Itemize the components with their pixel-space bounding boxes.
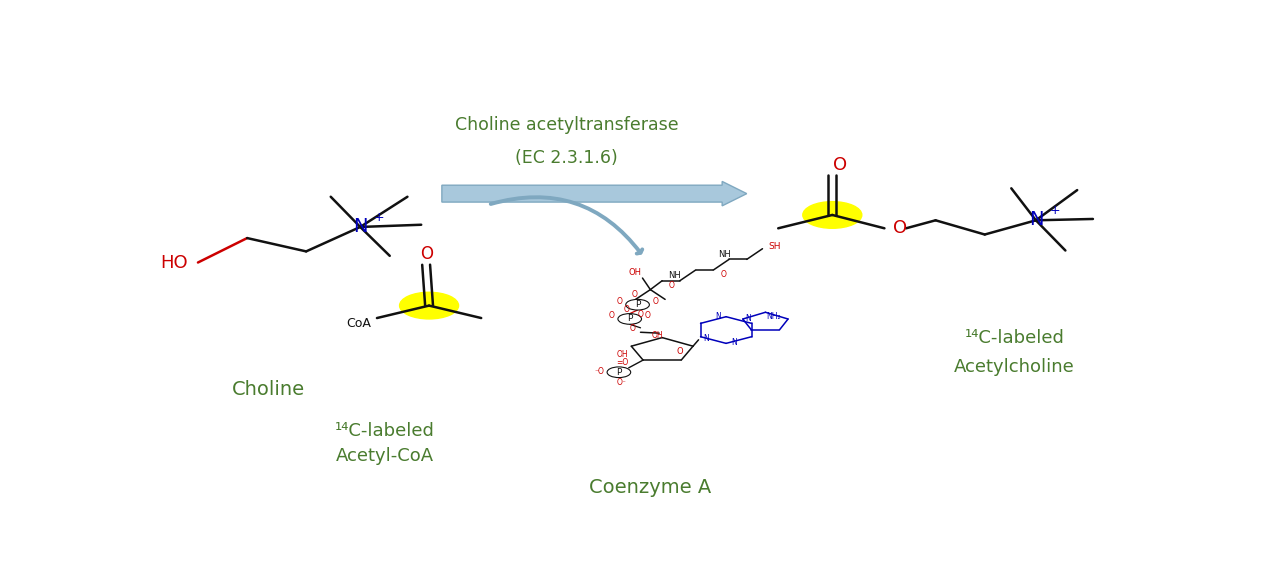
Text: Acetyl-CoA: Acetyl-CoA: [336, 447, 434, 464]
Text: O: O: [652, 297, 659, 306]
Text: N: N: [716, 312, 721, 321]
Text: N: N: [353, 216, 368, 235]
Text: P: P: [634, 300, 641, 309]
Text: O: O: [624, 305, 629, 314]
Text: NH: NH: [718, 250, 731, 258]
Circle shape: [607, 367, 631, 377]
Text: P: P: [627, 314, 632, 324]
Text: =O: =O: [615, 358, 628, 367]
Text: O: O: [609, 311, 615, 320]
Text: O: O: [676, 347, 683, 357]
Text: O: O: [669, 280, 675, 290]
Text: OH: OH: [628, 268, 641, 277]
Text: NH₂: NH₂: [766, 312, 780, 321]
Text: N: N: [745, 314, 750, 324]
Text: SH: SH: [768, 242, 780, 251]
Text: Choline: Choline: [232, 380, 306, 399]
Text: O⁻: O⁻: [617, 377, 627, 387]
Text: Choline acetyltransferase: Choline acetyltransferase: [456, 116, 679, 134]
Text: N: N: [1029, 210, 1043, 229]
Text: O: O: [721, 270, 726, 279]
Text: Coenzyme A: Coenzyme A: [589, 478, 712, 497]
Circle shape: [626, 299, 650, 310]
Circle shape: [618, 314, 642, 324]
Text: O: O: [420, 245, 433, 263]
Text: O: O: [632, 290, 637, 299]
Text: O: O: [645, 311, 650, 320]
Text: O: O: [617, 297, 623, 306]
Text: NH: NH: [669, 271, 681, 280]
Text: O: O: [637, 310, 643, 319]
Text: O: O: [834, 156, 848, 174]
Text: ⁻O: ⁻O: [594, 367, 604, 376]
Text: OH: OH: [651, 331, 664, 340]
Circle shape: [803, 201, 862, 228]
Text: +: +: [1049, 204, 1060, 217]
Text: N: N: [731, 338, 737, 347]
Text: ¹⁴C-labeled: ¹⁴C-labeled: [335, 422, 435, 440]
Text: P: P: [617, 368, 622, 377]
Text: OH: OH: [617, 350, 628, 359]
FancyArrow shape: [442, 181, 746, 206]
Text: O: O: [893, 219, 907, 237]
Text: +: +: [373, 211, 385, 224]
Circle shape: [400, 293, 458, 319]
Text: Acetylcholine: Acetylcholine: [954, 358, 1075, 376]
Text: ¹⁴C-labeled: ¹⁴C-labeled: [964, 329, 1065, 347]
Text: O: O: [629, 324, 636, 333]
Text: HO: HO: [160, 253, 188, 272]
Text: N: N: [703, 335, 709, 343]
Text: (EC 2.3.1.6): (EC 2.3.1.6): [515, 149, 618, 167]
Text: CoA: CoA: [346, 317, 371, 330]
